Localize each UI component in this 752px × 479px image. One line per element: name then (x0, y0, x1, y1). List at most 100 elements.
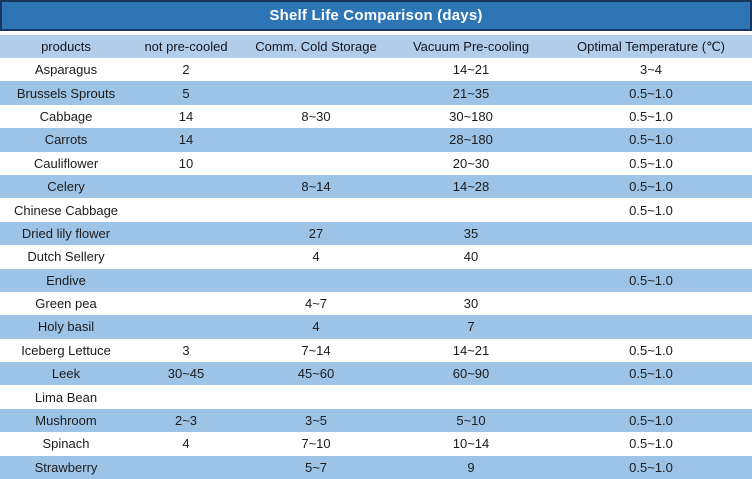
value-cell: 0.5~1.0 (629, 342, 673, 358)
value-cell: 5~7 (304, 459, 328, 475)
value-cell (240, 58, 392, 81)
value-cell: 3 (182, 342, 190, 358)
value-cell: 8~14 (301, 179, 331, 195)
value-cell: 7~14 (301, 342, 331, 358)
value-cell: 40 (463, 249, 479, 265)
value-cell: 0.5~1.0 (629, 366, 673, 382)
value-cell: 28~180 (449, 132, 493, 148)
title-header-divider (0, 31, 752, 35)
value-cell (392, 385, 550, 408)
column-header: Comm. Cold Storage (255, 39, 377, 54)
table-row: Iceberg Lettuce 3 7~14 14~21 0.5~1.0 (0, 338, 752, 363)
value-cell (240, 269, 392, 292)
product-name-cell: Brussels Sprouts (16, 85, 116, 101)
product-name-cell: Holy basil (37, 319, 95, 335)
table-row: Holy basil 4 7 (0, 315, 752, 339)
value-cell: 0.5~1.0 (629, 108, 673, 124)
product-name-cell: Dried lily flower (21, 225, 111, 241)
value-cell: 10 (178, 155, 194, 171)
table-row: Mushroom 2~3 3~5 5~10 0.5~1.0 (0, 408, 752, 433)
table-row: Chinese Cabbage 0.5~1.0 (0, 198, 752, 222)
value-cell: 0.5~1.0 (629, 155, 673, 171)
table-row: Dutch Sellery 4 40 (0, 245, 752, 269)
table-row: Endive 0.5~1.0 (0, 268, 752, 292)
page-title: Shelf Life Comparison (days) (269, 7, 483, 24)
product-name-cell: Green pea (35, 296, 97, 312)
value-cell: 10~14 (452, 436, 490, 452)
value-cell (392, 198, 550, 221)
value-cell (132, 175, 240, 198)
value-cell (240, 128, 392, 151)
product-name-cell: Asparagus (34, 62, 98, 78)
value-cell (550, 222, 752, 245)
value-cell (132, 315, 240, 338)
table-row: Brussels Sprouts 5 21~35 0.5~1.0 (0, 81, 752, 105)
product-name-cell: Mushroom (35, 413, 97, 429)
value-cell: 30~45 (167, 366, 205, 382)
value-cell: 9 (467, 459, 475, 475)
product-name-cell: Spinach (42, 436, 90, 452)
value-cell (132, 198, 240, 221)
product-name-cell: Dutch Sellery (27, 249, 105, 265)
column-header: products (41, 39, 91, 54)
value-cell (132, 456, 240, 479)
value-cell: 3~4 (639, 62, 663, 78)
value-cell (550, 385, 752, 408)
value-cell: 4 (182, 436, 190, 452)
value-cell: 2 (182, 62, 190, 78)
value-cell (132, 222, 240, 245)
value-cell (392, 269, 550, 292)
value-cell: 14~21 (452, 342, 490, 358)
column-header: not pre-cooled (144, 39, 228, 54)
value-cell: 0.5~1.0 (629, 179, 673, 195)
value-cell: 14 (178, 108, 194, 124)
value-cell: 45~60 (297, 366, 335, 382)
value-cell: 14 (178, 132, 194, 148)
value-cell (240, 152, 392, 175)
product-name-cell: Leek (51, 366, 81, 382)
value-cell: 3~5 (304, 413, 328, 429)
value-cell (240, 198, 392, 221)
value-cell (240, 385, 392, 408)
table-row: Cabbage 14 8~30 30~180 0.5~1.0 (0, 104, 752, 129)
value-cell (240, 81, 392, 104)
table-row: Spinach 4 7~10 10~14 0.5~1.0 (0, 432, 752, 456)
value-cell: 4~7 (304, 296, 328, 312)
value-cell: 7 (467, 319, 475, 335)
product-name-cell: Lima Bean (34, 389, 98, 405)
value-cell: 0.5~1.0 (629, 202, 673, 218)
table-row: Strawberry 5~7 9 0.5~1.0 (0, 455, 752, 479)
product-name-cell: Iceberg Lettuce (21, 342, 111, 358)
table-row: Leek 30~45 45~60 60~90 0.5~1.0 (0, 362, 752, 386)
value-cell: 0.5~1.0 (629, 272, 673, 288)
value-cell: 35 (463, 225, 479, 241)
value-cell (550, 292, 752, 315)
table-row: Asparagus 2 14~21 3~4 (0, 58, 752, 82)
table-title-bar: Shelf Life Comparison (days) (0, 0, 752, 31)
table-row: Celery 8~14 14~28 0.5~1.0 (0, 174, 752, 199)
product-name-cell: Cauliflower (33, 155, 99, 171)
value-cell: 8~30 (301, 108, 331, 124)
value-cell (132, 245, 240, 268)
product-name-cell: Strawberry (34, 459, 98, 475)
product-name-cell: Carrots (44, 132, 88, 148)
value-cell: 14~28 (452, 179, 490, 195)
value-cell: 14~21 (452, 62, 490, 78)
value-cell: 2~3 (174, 413, 198, 429)
value-cell (132, 385, 240, 408)
value-cell: 4 (312, 319, 320, 335)
value-cell: 20~30 (452, 155, 490, 171)
value-cell: 0.5~1.0 (629, 413, 673, 429)
value-cell (550, 245, 752, 268)
table-row: Cauliflower 10 20~30 0.5~1.0 (0, 151, 752, 175)
table-row: Lima Bean (0, 385, 752, 409)
value-cell: 7~10 (301, 436, 331, 452)
value-cell (132, 269, 240, 292)
value-cell: 5~10 (456, 413, 486, 429)
value-cell: 60~90 (452, 366, 490, 382)
value-cell: 0.5~1.0 (629, 436, 673, 452)
value-cell: 0.5~1.0 (629, 85, 673, 101)
value-cell (550, 315, 752, 338)
product-name-cell: Celery (47, 179, 85, 195)
value-cell: 5 (182, 85, 190, 101)
